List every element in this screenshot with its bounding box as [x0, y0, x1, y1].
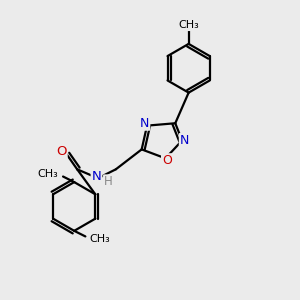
- Text: O: O: [162, 154, 172, 167]
- Text: CH₃: CH₃: [178, 20, 199, 30]
- Text: N: N: [180, 134, 189, 147]
- Text: H: H: [104, 175, 113, 188]
- Text: N: N: [140, 117, 149, 130]
- Text: O: O: [56, 145, 67, 158]
- Text: N: N: [92, 170, 101, 183]
- Text: CH₃: CH₃: [38, 169, 58, 179]
- Text: CH₃: CH₃: [90, 234, 111, 244]
